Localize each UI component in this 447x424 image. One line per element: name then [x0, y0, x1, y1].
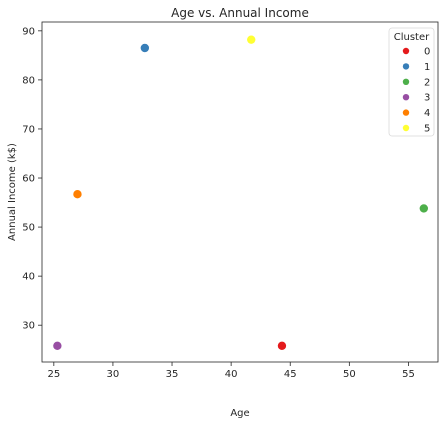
y-axis-title: Annual Income (k$) [7, 143, 18, 241]
x-tick-label: 25 [47, 369, 60, 380]
legend-label-4: 4 [424, 108, 430, 119]
x-tick-label: 35 [166, 369, 179, 380]
legend-title: Cluster [394, 32, 430, 43]
legend-label-5: 5 [424, 124, 430, 135]
legend-marker-5 [402, 124, 410, 132]
y-tick-label: 50 [22, 223, 35, 234]
y-tick-label: 30 [22, 321, 35, 332]
y-tick-label: 80 [22, 75, 35, 86]
data-point-cluster-1 [140, 43, 150, 53]
chart-title: Age vs. Annual Income [171, 6, 309, 20]
legend-marker-3 [402, 94, 410, 101]
legend-marker-1 [402, 63, 410, 70]
x-tick-label: 30 [107, 369, 120, 380]
data-point-cluster-3 [52, 341, 63, 351]
legend-marker-0 [402, 47, 410, 55]
legend-label-3: 3 [424, 93, 430, 104]
y-tick-label: 40 [22, 272, 35, 283]
legend-marker-2 [402, 78, 410, 86]
data-point-cluster-2 [419, 203, 429, 214]
legend: Cluster 0 1 2 3 4 5 [388, 27, 435, 137]
legend-frame [388, 27, 435, 137]
y-tick-label: 70 [22, 124, 35, 135]
y-tick-label: 60 [22, 174, 35, 185]
y-tick-label: 90 [22, 26, 35, 37]
x-tick-label: 50 [343, 369, 356, 380]
plot-area [41, 21, 439, 363]
data-point-cluster-5 [246, 34, 257, 45]
data-point-cluster-0 [277, 341, 287, 351]
x-tick-label: 40 [225, 369, 238, 380]
axis-ticks: 25 30 35 40 45 50 55 30 40 50 60 70 80 90 [22, 26, 415, 380]
x-tick-label: 45 [284, 369, 297, 380]
legend-label-0: 0 [424, 47, 430, 58]
legend-label-2: 2 [424, 77, 430, 88]
legend-label-1: 1 [424, 62, 430, 73]
data-point-cluster-4 [72, 189, 83, 200]
x-axis-title: Age [230, 408, 249, 419]
data-points [52, 34, 429, 351]
legend-marker-4 [402, 109, 410, 116]
x-tick-label: 55 [402, 369, 415, 380]
